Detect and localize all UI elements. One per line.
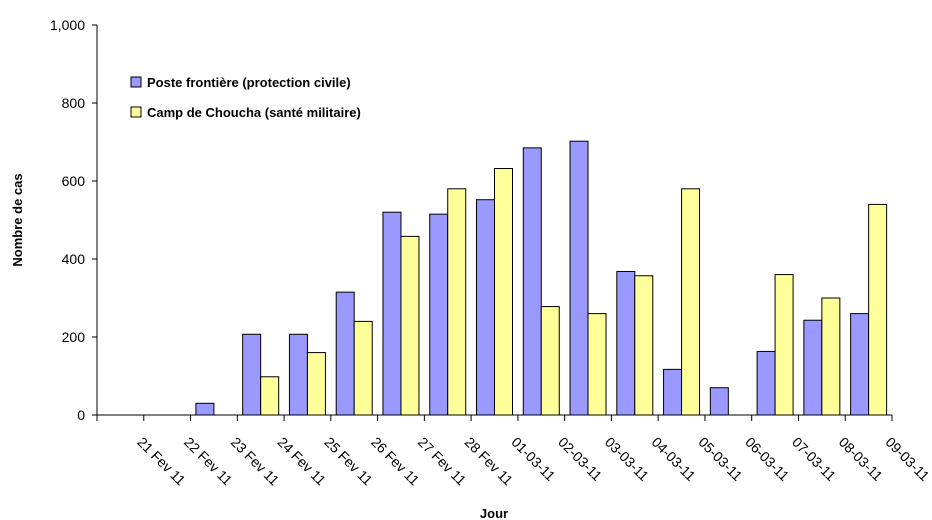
x-tick-label: 24 Fev 11	[275, 434, 330, 489]
bar-series-0-15	[803, 319, 823, 416]
x-tick-label: 06-03-11	[742, 434, 792, 484]
y-tick-label: 400	[62, 251, 86, 267]
bar-series-1-3	[260, 376, 280, 416]
x-tick-label: 25 Fev 11	[321, 434, 376, 489]
bar-series-1-10	[587, 313, 607, 416]
x-tick-label: 28 Fev 11	[462, 434, 517, 489]
x-tick-label: 05-03-11	[695, 434, 745, 484]
bar-series-0-2	[195, 402, 215, 416]
bar-series-1-14	[774, 274, 794, 416]
bar-series-0-10	[569, 140, 589, 416]
x-tick-label: 02-03-11	[555, 434, 605, 484]
bar-series-0-3	[242, 333, 262, 416]
x-tick-label: 07-03-11	[789, 434, 839, 484]
legend-swatch-camp-de-choucha	[130, 106, 142, 118]
legend: Poste frontière (protection civile) Camp…	[130, 75, 361, 120]
bar-series-0-4	[288, 333, 308, 416]
y-ticks-group: 0 200 400 600 800 1,000	[50, 17, 97, 423]
bars-group	[195, 140, 888, 416]
bar-series-1-4	[306, 352, 326, 416]
x-tick-label: 09-03-11	[882, 434, 932, 484]
x-tick-label: 21 Fev 11	[134, 434, 189, 489]
y-tick-label: 1,000	[50, 17, 85, 33]
bar-series-1-7	[447, 188, 467, 416]
x-tick-label: 27 Fev 11	[415, 434, 470, 489]
y-tick-label: 800	[62, 95, 86, 111]
bar-series-0-7	[429, 213, 449, 416]
x-axis-title: Jour	[480, 506, 508, 520]
bar-series-1-6	[400, 235, 420, 416]
bar-series-0-12	[663, 368, 683, 416]
bar-series-0-14	[756, 350, 776, 416]
y-axis-title: Nombre de cas	[10, 173, 25, 266]
x-tick-label: 03-03-11	[602, 434, 652, 484]
bar-series-1-5	[353, 320, 373, 416]
bar-series-0-11	[616, 270, 636, 416]
bar-series-0-9	[522, 147, 542, 416]
x-tick-label: 23 Fev 11	[228, 434, 283, 489]
y-tick-label: 0	[77, 407, 85, 423]
y-tick-label: 200	[62, 329, 86, 345]
bar-series-1-16	[868, 203, 888, 416]
bar-series-1-12	[681, 188, 701, 416]
bar-series-0-8	[476, 199, 495, 416]
legend-label-camp-de-choucha: Camp de Choucha (santé militaire)	[147, 105, 361, 120]
bar-series-1-8	[494, 168, 513, 416]
x-tick-label: 26 Fev 11	[368, 434, 423, 489]
bar-series-0-16	[850, 313, 870, 416]
x-tick-label: 08-03-11	[836, 434, 886, 484]
bar-series-0-6	[382, 211, 402, 416]
x-tick-label: 22 Fev 11	[181, 434, 236, 489]
x-tick-label: 04-03-11	[649, 434, 699, 484]
bar-series-1-9	[540, 306, 560, 416]
bar-series-1-15	[821, 297, 841, 416]
legend-label-poste-frontiere: Poste frontière (protection civile)	[147, 75, 351, 90]
bar-series-0-13	[709, 387, 729, 416]
legend-swatch-poste-frontiere	[130, 76, 142, 88]
bar-series-0-5	[335, 291, 355, 416]
y-tick-label: 600	[62, 173, 86, 189]
bar-series-1-11	[634, 275, 654, 416]
